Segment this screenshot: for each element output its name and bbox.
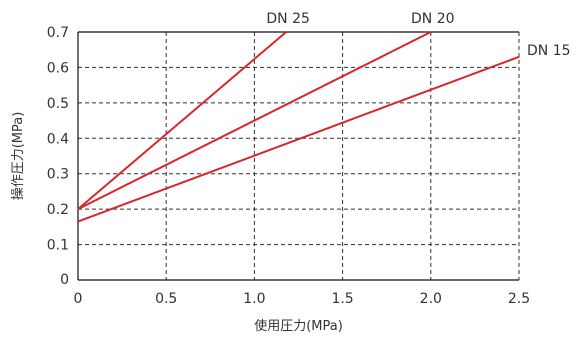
y-tick-label: 0.3	[47, 167, 69, 183]
y-tick-label: 0.1	[47, 238, 69, 254]
x-tick-label: 0.5	[155, 291, 177, 307]
y-tick-label: 0.5	[47, 96, 69, 112]
series-label: DN 20	[411, 11, 455, 27]
axes	[77, 31, 519, 281]
x-tick-label: 0	[74, 291, 83, 307]
x-tick-label: 1.0	[243, 291, 265, 307]
y-tick-label: 0	[60, 272, 69, 288]
series-label: DN 15	[527, 43, 571, 59]
y-tick-label: 0.6	[47, 60, 69, 76]
y-tick-label: 0.7	[47, 25, 69, 41]
tick-labels: 0 0.1 0.2 0.3 0.4 0.5 0.6 0.7 0 0.5 1.0 1.5 2.0 2.5 DN…	[47, 11, 571, 307]
y-axis-title: 操作圧力(MPa)	[10, 112, 26, 201]
x-axis-title: 使用圧力(MPa)	[254, 318, 343, 334]
series-label: DN 25	[266, 11, 310, 27]
series-line	[77, 31, 287, 210]
y-tick-label: 0.4	[47, 131, 69, 147]
series-line	[77, 55, 520, 223]
grid	[78, 32, 520, 280]
series-line	[77, 31, 432, 211]
x-tick-label: 2.5	[508, 291, 530, 307]
series-lines	[77, 31, 520, 223]
x-tick-label: 2.0	[420, 291, 442, 307]
x-tick-label: 1.5	[331, 291, 353, 307]
y-tick-label: 0.2	[47, 202, 69, 218]
